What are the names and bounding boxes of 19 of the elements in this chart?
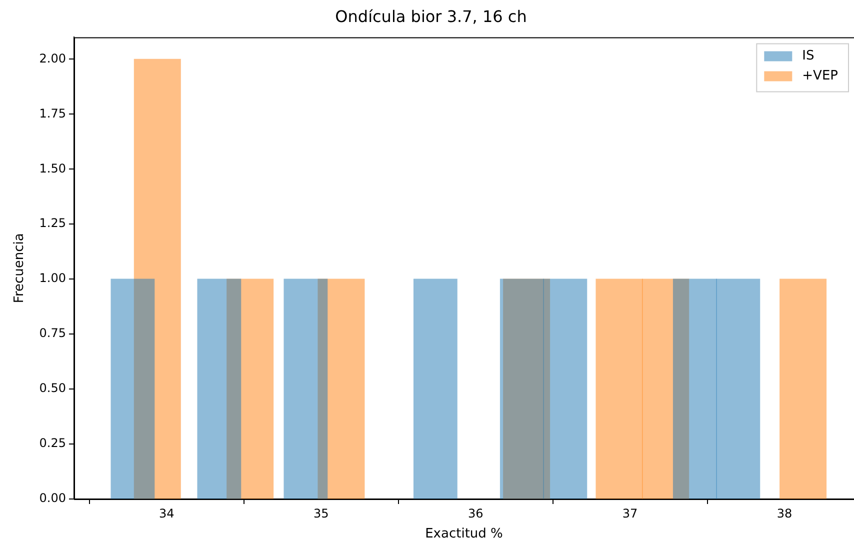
- y-tick-label: 1.50: [39, 161, 66, 176]
- y-tick-label: 1.00: [39, 271, 66, 286]
- x-tick-label: 38: [776, 506, 792, 520]
- x-axis-title: Exactitud %: [425, 526, 503, 542]
- y-tick-label: 0.25: [39, 436, 66, 450]
- y-tick-label: 2.00: [39, 51, 66, 66]
- x-tick-label: 34: [159, 506, 174, 520]
- chart-title: Ondícula bior 3.7, 16 ch: [335, 6, 527, 26]
- legend-label: IS: [802, 48, 814, 64]
- x-tick-label: 37: [622, 506, 638, 520]
- x-tick-label: 36: [468, 506, 484, 520]
- y-tick-label: 0.00: [39, 491, 66, 506]
- y-tick-label: 0.75: [39, 326, 66, 340]
- y-axis-title: Frecuencia: [12, 233, 28, 304]
- y-tick-label: 1.25: [39, 216, 66, 230]
- y-tick-label: 1.75: [39, 106, 66, 120]
- y-tick-label: 0.50: [39, 381, 66, 396]
- x-tick-label: 35: [313, 506, 329, 520]
- legend-label: +VEP: [802, 68, 838, 84]
